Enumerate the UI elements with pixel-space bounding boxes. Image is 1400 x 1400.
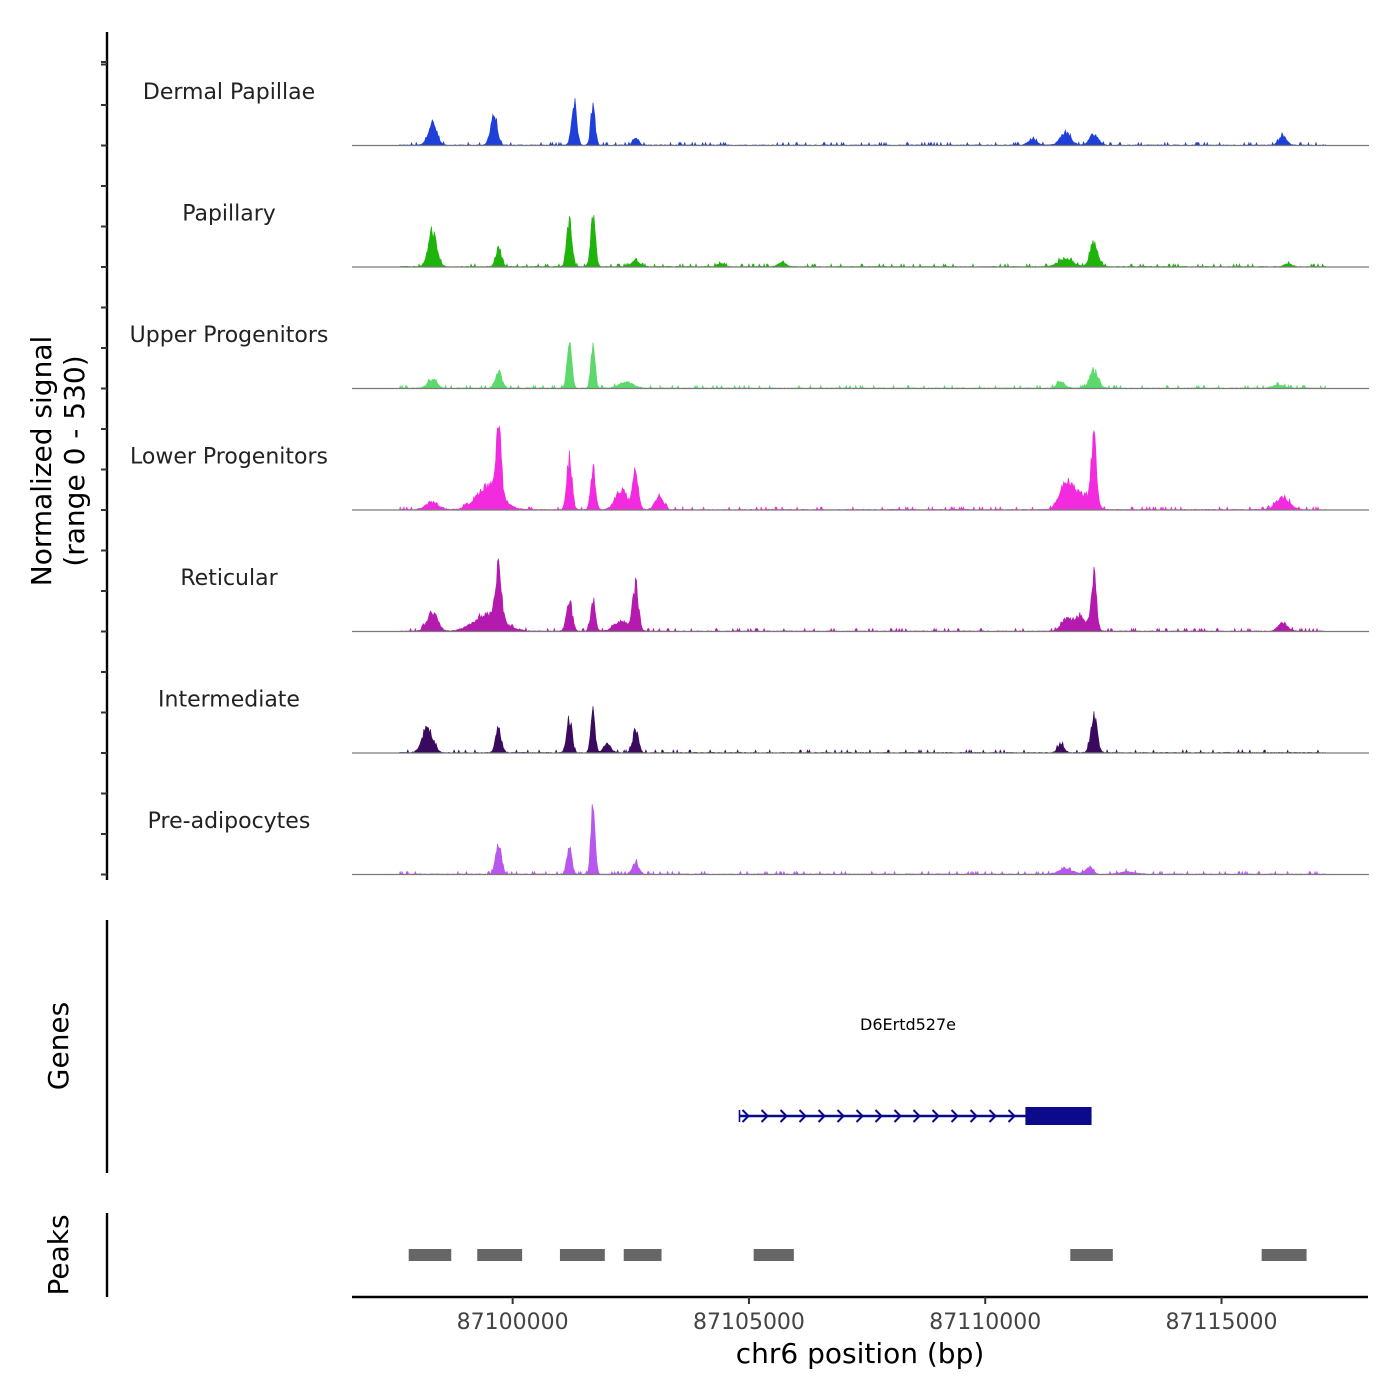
strand-arrow-icon: [931, 1109, 940, 1123]
position-x-axis: 87100000 87105000 87110000 87115000: [352, 1295, 1368, 1335]
signal-area: [399, 426, 1326, 512]
x-axis-title: chr6 position (bp): [736, 1337, 985, 1370]
strand-arrow-icon: [817, 1109, 826, 1123]
peak-region: [408, 1249, 452, 1261]
track-label: Intermediate: [158, 688, 300, 713]
peak-region: [753, 1249, 794, 1261]
signal-area: [398, 342, 1326, 390]
signal-area: [399, 706, 1326, 754]
track-dermal-papillae: Dermal Papillae: [143, 80, 1369, 147]
signal-area: [399, 557, 1326, 633]
strand-arrow-icon: [969, 1109, 978, 1123]
track-label: Papillary: [182, 202, 276, 227]
strand-arrow-icon: [1007, 1109, 1016, 1123]
peak-region: [1070, 1249, 1113, 1261]
strand-arrow-icon: [893, 1109, 902, 1123]
strand-arrow-icon: [950, 1109, 959, 1123]
track-label: Upper Progenitors: [130, 323, 329, 348]
strand-arrow-icon: [741, 1109, 750, 1123]
peaks-axis-title: Peaks: [42, 1214, 75, 1295]
signal-area: [399, 98, 1326, 147]
gene-exon: [1025, 1107, 1092, 1125]
strand-arrow-icon: [760, 1109, 769, 1123]
x-tick-label: 87100000: [457, 1310, 569, 1335]
peak-region: [623, 1249, 662, 1261]
track-label: Lower Progenitors: [130, 445, 328, 470]
strand-arrow-icon: [912, 1109, 921, 1123]
track-reticular: Reticular: [180, 557, 1369, 633]
y-axis-title-line2: (range 0 - 530): [58, 355, 91, 566]
track-label: Dermal Papillae: [143, 80, 315, 105]
strand-arrow-icon: [874, 1109, 883, 1123]
peak-region: [559, 1249, 605, 1261]
strand-arrow-icon: [798, 1109, 807, 1123]
signal-area: [399, 804, 1326, 876]
strand-arrow-icon: [779, 1109, 788, 1123]
signal-y-axis: [101, 32, 109, 880]
gene-name-label: D6Ertd527e: [860, 1015, 956, 1034]
x-tick-label: 87105000: [693, 1310, 805, 1335]
signal-area: [399, 214, 1326, 268]
peak-region: [477, 1249, 523, 1261]
strand-arrow-icon: [836, 1109, 845, 1123]
track-pre-adipocytes: Pre-adipocytes: [148, 804, 1369, 876]
track-intermediate: Intermediate: [158, 688, 1369, 754]
peaks-panel: [105, 1213, 1307, 1297]
strand-arrow-icon: [855, 1109, 864, 1123]
x-tick-label: 87115000: [1166, 1310, 1278, 1335]
y-axis-title-line1: Normalized signal: [25, 336, 58, 587]
signal-tracks: Dermal Papillae Papillary Upper Progenitor…: [130, 80, 1369, 876]
track-label: Pre-adipocytes: [148, 809, 311, 834]
x-tick-label: 87110000: [929, 1310, 1041, 1335]
genes-panel: D6Ertd527e: [105, 920, 1092, 1173]
track-lower-progenitors: Lower Progenitors: [130, 426, 1369, 512]
strand-arrow-icon: [988, 1109, 997, 1123]
track-label: Reticular: [180, 566, 278, 591]
peak-region: [1261, 1249, 1307, 1261]
genes-axis-title: Genes: [42, 1002, 75, 1090]
track-papillary: Papillary: [182, 202, 1369, 268]
track-upper-progenitors: Upper Progenitors: [130, 323, 1369, 390]
